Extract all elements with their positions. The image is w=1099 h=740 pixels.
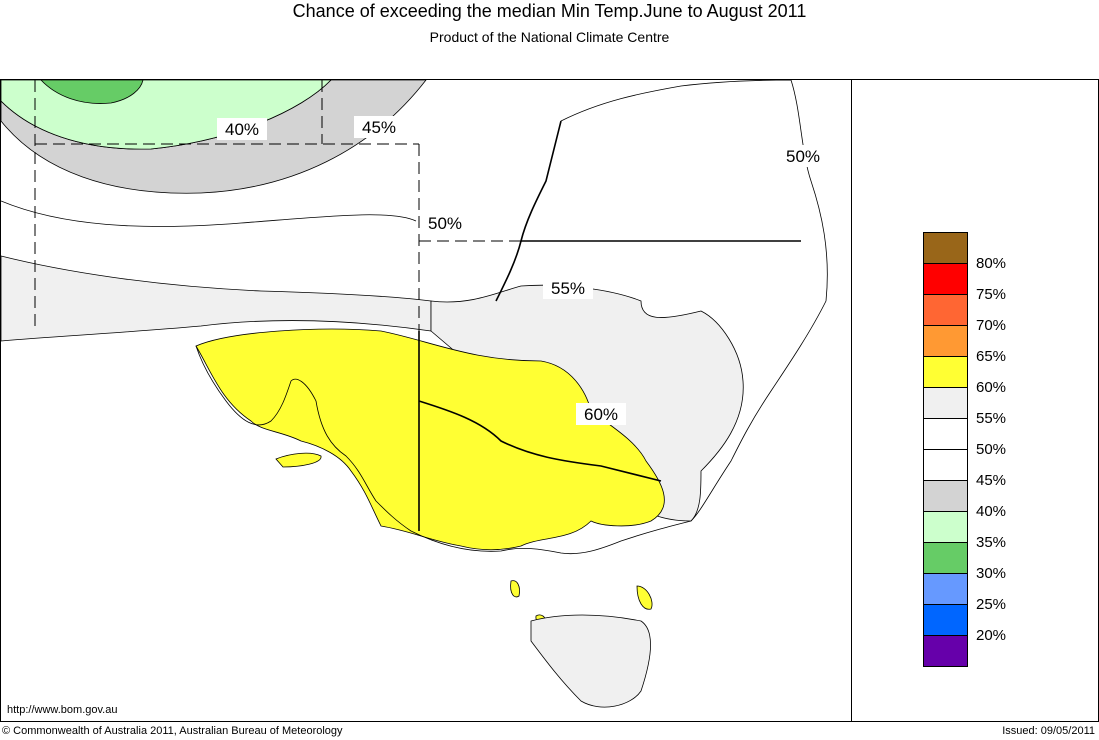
- legend-label: 45%: [976, 472, 1007, 489]
- issued-date: Issued: 09/05/2011: [1002, 725, 1095, 737]
- legend-swatch: [924, 481, 967, 512]
- legend-label: 30%: [976, 565, 1007, 582]
- contour-label-40: 40%: [225, 120, 259, 139]
- legend-panel: 80% 75% 70% 65% 60% 55% 50% 45% 40% 35% 30% 25% 20%: [852, 80, 1098, 721]
- legend-swatch: [924, 636, 967, 666]
- map-svg: 40% 45% 50% 50% 55% 60%: [1, 80, 828, 708]
- state-border-qld: [495, 120, 562, 302]
- legend-swatch: [924, 326, 967, 357]
- legend-label: 75%: [976, 286, 1007, 303]
- state-border-nsw-vic: [418, 400, 662, 482]
- map-subtitle: Product of the National Climate Centre: [429, 29, 670, 45]
- legend-label: 60%: [976, 379, 1007, 396]
- legend-label: 65%: [976, 348, 1007, 365]
- band-35: [40, 80, 144, 104]
- band-55-west: [1, 255, 432, 342]
- legend-swatch: [924, 543, 967, 574]
- band-60-flinders-island: [636, 585, 653, 610]
- band-60-king-island: [510, 580, 520, 598]
- legend-label: 25%: [976, 596, 1007, 613]
- legend-label: 50%: [976, 441, 1007, 458]
- legend-swatch: [924, 450, 967, 481]
- coastline: [195, 80, 828, 555]
- legend-label: 20%: [976, 627, 1007, 644]
- legend-swatch: [924, 233, 967, 264]
- legend-swatch: [924, 357, 967, 388]
- contour-label-50-west: 50%: [428, 214, 462, 233]
- legend-swatch: [924, 574, 967, 605]
- contour-label-60: 60%: [584, 405, 618, 424]
- map-title: Chance of exceeding the median Min Temp.…: [292, 1, 807, 21]
- legend-swatch: [924, 512, 967, 543]
- legend-label: 55%: [976, 410, 1007, 427]
- legend-swatch: [924, 419, 967, 450]
- legend-swatch: [924, 388, 967, 419]
- legend-label: 35%: [976, 534, 1007, 551]
- contour-50-west: [1, 200, 417, 227]
- legend-swatch: [924, 264, 967, 295]
- legend-swatch: [924, 605, 967, 636]
- legend-swatch: [924, 295, 967, 326]
- map-panel: 40% 45% 50% 50% 55% 60%: [1, 80, 852, 721]
- tasmania: [530, 614, 651, 708]
- source-url[interactable]: http://www.bom.gov.au: [7, 704, 118, 716]
- band-60-mainland: [195, 328, 665, 551]
- band-60-kangaroo-island: [275, 452, 322, 468]
- contour-label-50-east: 50%: [786, 147, 820, 166]
- legend-label: 80%: [976, 255, 1007, 272]
- copyright-text: © Commonwealth of Australia 2011, Austra…: [2, 725, 343, 737]
- legend-label: 40%: [976, 503, 1007, 520]
- map-frame: 40% 45% 50% 50% 55% 60% 80% 75% 70% 65% 60% 5…: [0, 79, 1099, 722]
- legend-label: 70%: [976, 317, 1007, 334]
- legend-swatches: [923, 232, 968, 667]
- contour-label-55: 55%: [551, 279, 585, 298]
- contour-label-45: 45%: [362, 118, 396, 137]
